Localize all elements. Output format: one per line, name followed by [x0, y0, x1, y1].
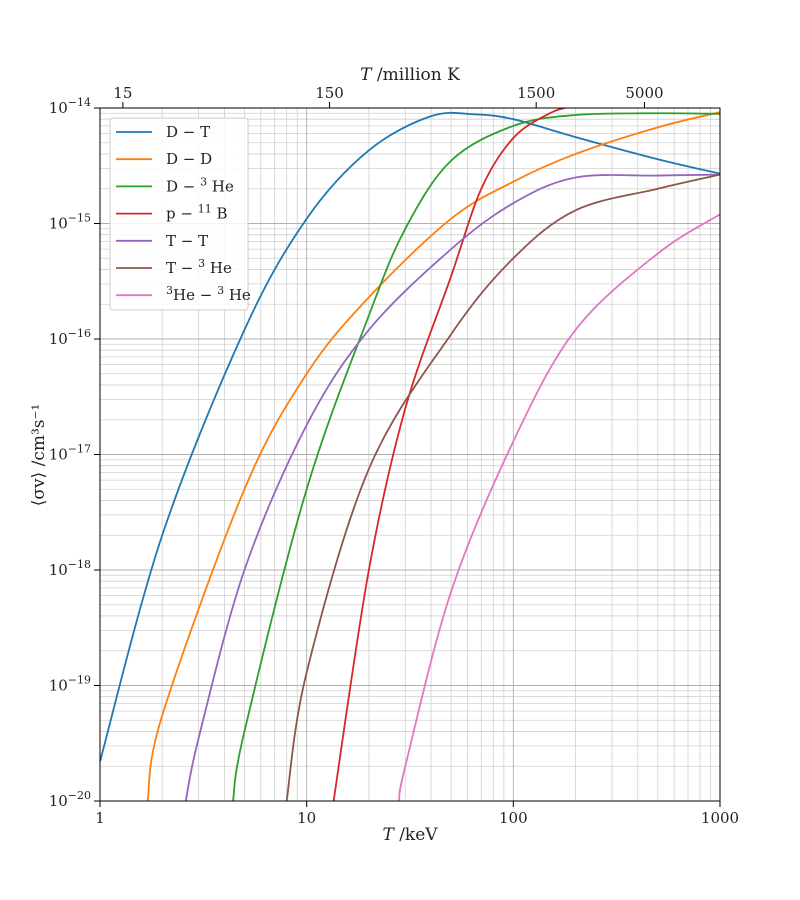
- legend-entry: T − 3 He: [166, 257, 232, 277]
- legend-box: [109, 117, 249, 311]
- top-tick-label: 15: [113, 84, 132, 102]
- x-tick-label: 100: [499, 809, 528, 827]
- top-axis-label: T /million K: [360, 65, 460, 85]
- x-tick-label: 1000: [701, 809, 739, 827]
- series-line-1: [146, 111, 720, 801]
- tick-layer: 1 10 100 1000 15 150 1500 5000 10−14 10−15 10−16 10…: [49, 84, 739, 827]
- legend-entry: 3He − 3 He: [166, 284, 251, 304]
- series-line-0: [100, 111, 720, 762]
- x-axis-unit: /keV: [399, 825, 438, 845]
- series-line-6: [398, 213, 720, 801]
- top-axis-unit: /million K: [377, 65, 460, 85]
- x-tick-label: 10: [297, 809, 316, 827]
- series-line-2: [232, 112, 720, 801]
- y-tick-label: 10−20: [49, 789, 91, 810]
- y-tick-label: 10−14: [49, 96, 91, 117]
- x-axis-label: T /keV: [382, 825, 438, 845]
- series-line-5: [285, 173, 720, 801]
- x-tick-label: 1: [95, 809, 105, 827]
- legend-entry: D − D: [166, 150, 212, 168]
- y-tick-label: 10−15: [49, 212, 91, 233]
- top-tick-label: 150: [315, 84, 344, 102]
- y-axis-label: ⟨σv⟩ /cm³s⁻¹: [29, 404, 49, 507]
- legend-entry: D − 3 He: [166, 175, 234, 195]
- y-axis-var: ⟨σv⟩: [29, 472, 49, 506]
- series-line-4: [184, 173, 720, 801]
- top-tick-label: 1500: [517, 84, 555, 102]
- y-tick-label: 10−18: [49, 558, 91, 579]
- y-tick-label: 10−19: [49, 674, 91, 695]
- top-axis-var: T: [360, 65, 373, 85]
- series-line-3: [332, 108, 569, 801]
- series-layer: [100, 108, 720, 801]
- legend-entry: p − 11 B: [166, 203, 228, 223]
- y-tick-label: 10−16: [49, 327, 91, 348]
- legend-entry: D − T: [166, 123, 210, 141]
- top-tick-label: 5000: [625, 84, 663, 102]
- legend: D − T D − D D − 3 He p − 11 B T − T T − 3 He 3…: [109, 117, 251, 311]
- legend-entry: T − T: [166, 232, 208, 250]
- y-axis-unit: /cm³s⁻¹: [29, 404, 49, 467]
- y-tick-label: 10−17: [49, 443, 91, 464]
- x-axis-var: T: [382, 825, 395, 845]
